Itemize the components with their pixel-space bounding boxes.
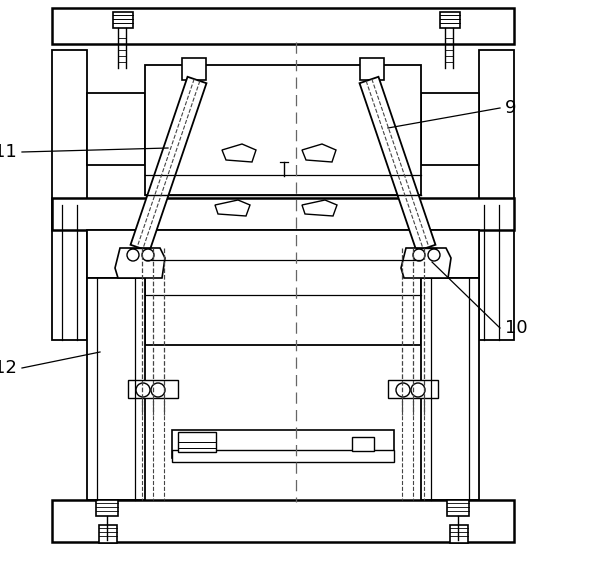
Bar (145, 230, 421, 345)
Bar (145, 65, 421, 195)
Polygon shape (215, 200, 250, 216)
Circle shape (411, 383, 425, 397)
Bar (87, 278, 145, 500)
Polygon shape (359, 77, 436, 251)
Bar (128, 380, 178, 398)
Circle shape (127, 249, 139, 261)
Text: 12: 12 (0, 359, 17, 377)
Text: 9: 9 (505, 99, 517, 117)
Circle shape (142, 249, 154, 261)
Polygon shape (302, 144, 336, 162)
Circle shape (136, 383, 150, 397)
Bar (52, 8, 514, 44)
Bar (360, 58, 384, 80)
Bar (99, 525, 117, 543)
Bar (96, 500, 118, 516)
Bar (52, 50, 87, 340)
Bar (352, 437, 374, 451)
Bar (421, 93, 479, 165)
Bar (52, 500, 514, 542)
Bar (421, 230, 479, 278)
Bar (447, 500, 469, 516)
Bar (87, 230, 145, 278)
Text: 10: 10 (505, 319, 528, 337)
Polygon shape (115, 248, 165, 278)
Bar (178, 432, 216, 452)
Bar (172, 430, 394, 458)
Text: 11: 11 (0, 143, 17, 161)
Bar (421, 278, 479, 500)
Bar (388, 380, 438, 398)
Polygon shape (302, 200, 337, 216)
Polygon shape (222, 144, 256, 162)
Circle shape (413, 249, 425, 261)
Bar (182, 58, 206, 80)
Circle shape (428, 249, 440, 261)
Bar (479, 50, 514, 340)
Bar (113, 12, 133, 28)
Polygon shape (131, 77, 206, 251)
Bar (172, 450, 394, 462)
Polygon shape (401, 248, 451, 278)
Bar (87, 93, 145, 165)
Circle shape (396, 383, 410, 397)
Circle shape (151, 383, 165, 397)
Bar (450, 525, 468, 543)
Bar (52, 198, 514, 230)
Bar (440, 12, 460, 28)
